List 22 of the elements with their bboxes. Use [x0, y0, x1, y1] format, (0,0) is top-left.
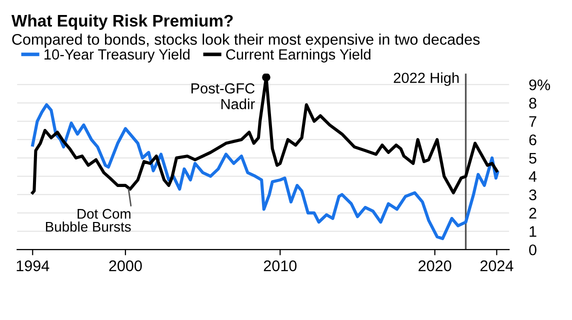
y-tick-label: 6 [529, 134, 536, 146]
y-tick-label: 8 [529, 98, 536, 109]
ref-line-label: 2022 High [394, 72, 459, 86]
x-tick-label: 2010 [264, 260, 297, 272]
y-tick-label: 9% [529, 79, 550, 90]
legend-label: Current Earnings Yield [226, 48, 370, 62]
y-tick-label: 0 [529, 244, 536, 256]
x-tick-label: 1994 [16, 260, 50, 272]
chart-subtitle: Compared to bonds, stocks look their most expensive in two decades [12, 34, 480, 48]
y-tick-label: 7 [529, 116, 536, 127]
y-tick-label: 3 [529, 189, 536, 200]
y-tick-label: 5 [529, 152, 536, 164]
y-tick-label: 1 [530, 226, 536, 237]
x-tick-label: 2024 [480, 260, 514, 272]
chart-title: What Equity Risk Premium? [11, 14, 233, 30]
y-tick-label: 4 [528, 171, 537, 182]
legend-label: 10-Year Treasury Yield [44, 48, 190, 62]
y-tick-label: 2 [529, 208, 536, 218]
annotation: Post-GFC Nadir [191, 83, 255, 110]
annotation: Dot Com Bubble Bursts [46, 208, 131, 232]
x-tick-label: 2000 [109, 260, 142, 272]
x-tick-label: 2020 [418, 260, 452, 272]
